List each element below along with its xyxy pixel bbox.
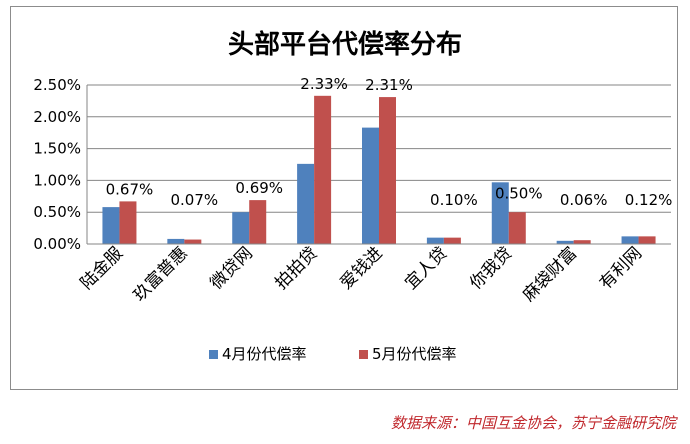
data-label: 0.06%	[560, 191, 608, 209]
x-tick-label: 陆金服	[77, 243, 127, 293]
legend-april-swatch	[209, 350, 218, 359]
y-tick-label: 1.00%	[33, 171, 81, 189]
x-tick-label: 拍拍贷	[271, 243, 321, 293]
y-tick-label: 2.00%	[33, 108, 81, 126]
bar-april	[102, 207, 120, 244]
chart-title: 头部平台代偿率分布	[228, 29, 462, 60]
x-tick-label: 有利网	[596, 243, 646, 293]
legend-may-swatch	[359, 350, 368, 359]
data-label: 0.10%	[430, 191, 478, 209]
chart-frame: 头部平台代偿率分布 0.67% 0.07% 0.69% 2.33% 2.31% 0.10%…	[10, 6, 678, 390]
bar-may	[314, 95, 332, 244]
x-tick-label: 爱钱进	[336, 243, 386, 293]
bar-april	[362, 127, 379, 244]
bar-april	[426, 237, 444, 244]
data-label: 0.12%	[625, 191, 673, 209]
x-tick-label: 麻袋财富	[519, 243, 581, 305]
bar-april	[491, 182, 509, 244]
bar-may	[638, 236, 656, 244]
x-tick-label: 你我贷	[466, 243, 516, 293]
bar-april	[621, 236, 639, 244]
bar-april	[556, 240, 574, 244]
bar-chart: 头部平台代偿率分布 0.67% 0.07% 0.69% 2.33% 2.31% 0.10%…	[33, 29, 673, 363]
legend-may-label: 5月份代偿率	[372, 345, 457, 363]
y-tick-label: 2.50%	[33, 76, 81, 94]
x-tick-label: 玖富普惠	[130, 243, 192, 305]
bar-may	[443, 237, 461, 244]
bar-may	[119, 201, 137, 244]
data-label: 0.50%	[495, 184, 543, 202]
y-tick-label: 0.00%	[33, 235, 81, 253]
bar-april	[297, 163, 315, 244]
data-label: 0.07%	[171, 191, 219, 209]
legend-april-label: 4月份代偿率	[222, 345, 307, 363]
y-tick-label: 0.50%	[33, 203, 81, 221]
bar-may	[184, 239, 202, 244]
source-note: 数据来源：中国互金协会，苏宁金融研究院	[390, 414, 676, 432]
data-label: 2.33%	[300, 75, 348, 93]
bar-may	[379, 97, 396, 244]
bar-may	[508, 212, 526, 244]
data-label: 2.31%	[365, 76, 413, 94]
bar-april	[232, 212, 250, 244]
data-label: 0.67%	[106, 180, 154, 198]
y-tick-label: 1.50%	[33, 140, 81, 158]
bar-april	[167, 238, 185, 244]
x-tick-label: 微贷网	[207, 243, 257, 293]
bar-may	[573, 240, 591, 244]
data-label: 0.69%	[235, 179, 283, 197]
bar-may	[249, 200, 267, 244]
x-tick-label: 宜人贷	[401, 243, 451, 293]
